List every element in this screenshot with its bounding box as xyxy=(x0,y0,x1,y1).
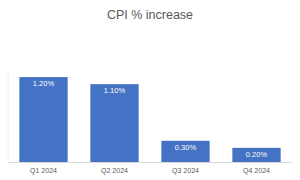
x-tick-label: Q4 2024 xyxy=(243,167,270,175)
data-label: 1.20% xyxy=(33,79,55,88)
x-tick-label: Q1 2024 xyxy=(30,167,57,175)
data-label: 0.20% xyxy=(246,150,268,159)
x-tick-label: Q2 2024 xyxy=(101,167,128,175)
bars xyxy=(19,77,280,162)
bar xyxy=(19,77,67,162)
background xyxy=(0,0,300,180)
x-tick-label: Q3 2024 xyxy=(172,167,199,175)
data-label: 0.30% xyxy=(175,143,197,152)
labels: 1.20% Q1 2024 1.10% Q2 2024 0.30% Q3 2024 0.20… xyxy=(30,79,270,175)
bar xyxy=(90,84,138,162)
y-axis-line xyxy=(8,70,9,162)
title: CPI % increase xyxy=(107,8,193,22)
chart: CPI % increase 1.20% Q1 2024 1.10% Q2 2024 0.… xyxy=(0,0,300,180)
data-label: 1.10% xyxy=(104,86,126,95)
x-axis-line xyxy=(8,162,292,163)
bar xyxy=(161,141,209,162)
bar xyxy=(232,148,280,162)
